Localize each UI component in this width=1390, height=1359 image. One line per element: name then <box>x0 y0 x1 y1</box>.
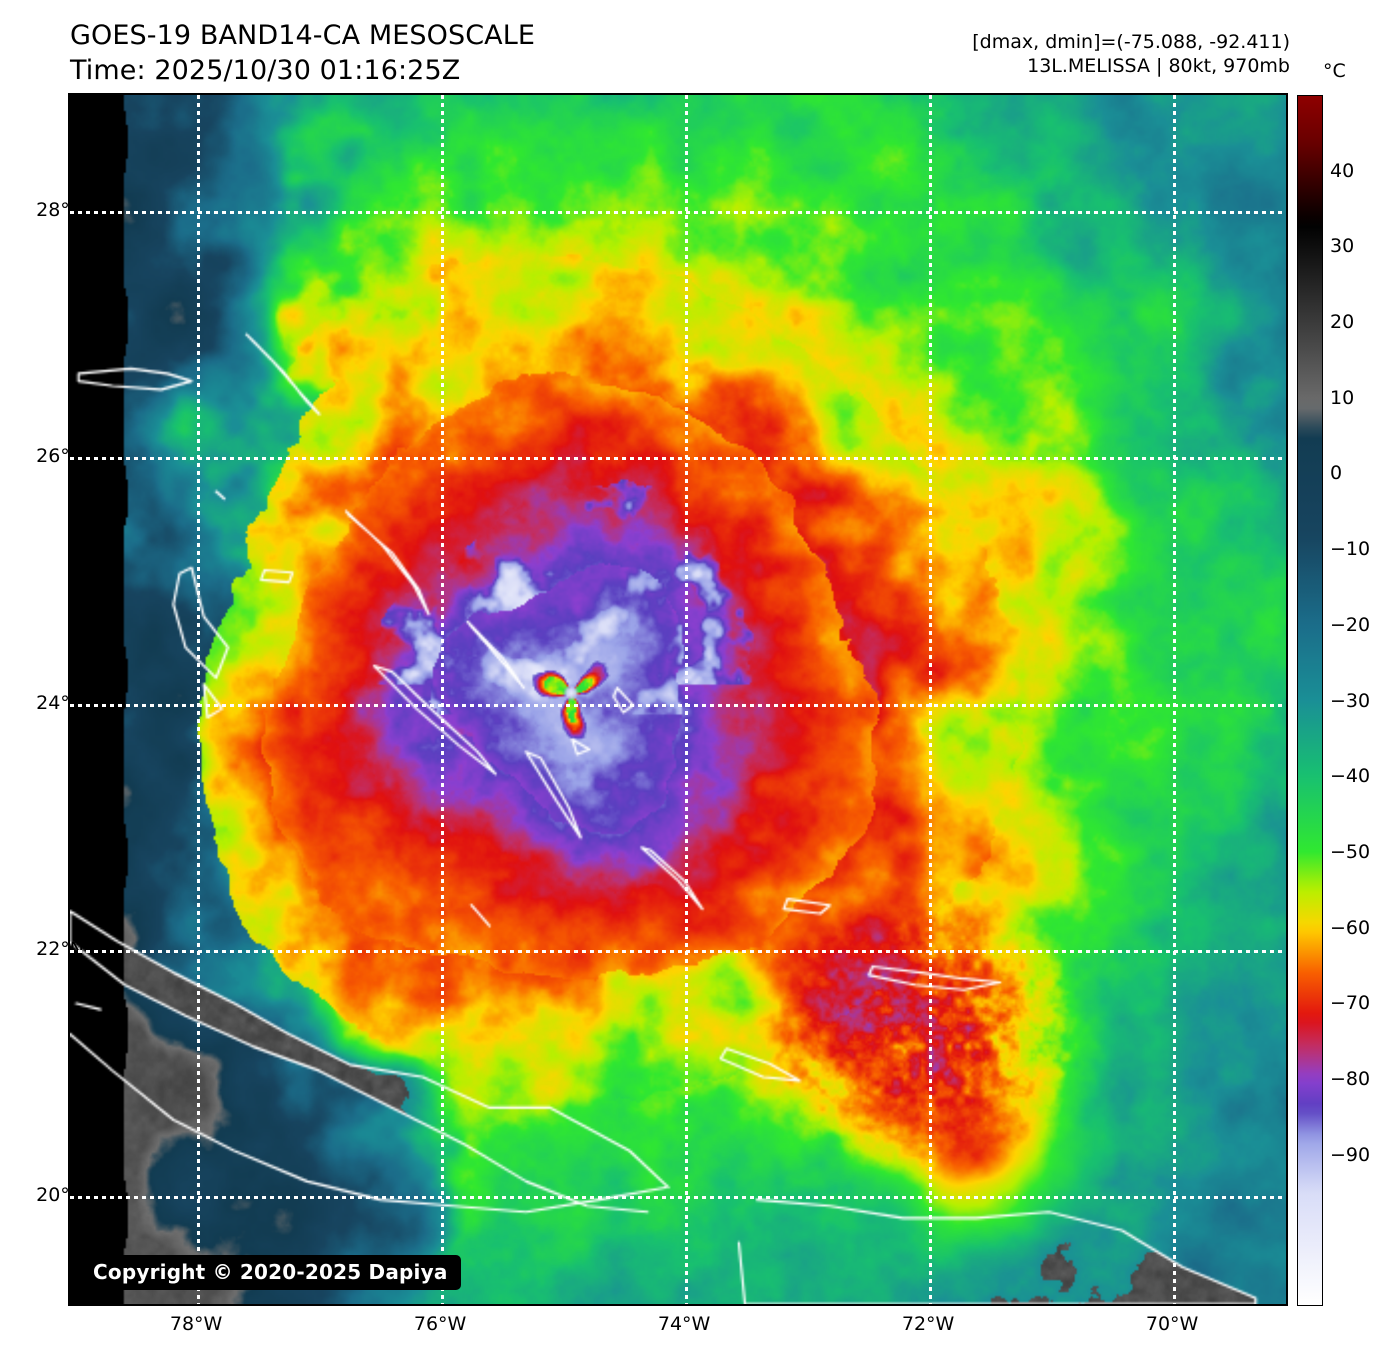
colorbar-tick-12: −80 <box>1330 1067 1371 1090</box>
colorbar-tick-13: −90 <box>1330 1143 1371 1166</box>
lon-tick-3: 72°W <box>901 1313 955 1335</box>
lat-tick-4: 20°N <box>36 1184 84 1207</box>
colorbar-tick-10: −60 <box>1330 916 1371 939</box>
lon-tick-4: 70°W <box>1145 1313 1199 1335</box>
colorbar-gradient <box>1298 96 1322 1305</box>
colorbar-tick-11: −70 <box>1330 992 1371 1015</box>
colorbar-tick-6: −20 <box>1330 613 1371 636</box>
timestamp-line: Time: 2025/10/30 01:16:25Z <box>70 55 461 87</box>
lon-tick-1: 76°W <box>413 1313 467 1335</box>
storm-info-label: 13L.MELISSA | 80kt, 970mb <box>1027 55 1290 78</box>
title-block: GOES-19 BAND14-CA MESOSCALE Time: 2025/1… <box>70 18 535 88</box>
colorbar-tick-0: 40 <box>1330 159 1355 182</box>
lon-tick-2: 74°W <box>657 1313 711 1335</box>
lat-tick-0: 28°N <box>36 198 84 221</box>
lat-tick-2: 24°N <box>36 691 84 714</box>
lon-tick-0: 78°W <box>169 1313 223 1335</box>
colorbar-unit-label: °C <box>1323 60 1346 82</box>
colorbar-tick-7: −30 <box>1330 689 1371 712</box>
colorbar-tick-4: 0 <box>1330 462 1343 485</box>
satellite-imagery-canvas <box>70 95 1286 1304</box>
lat-tick-3: 22°N <box>36 937 84 960</box>
colorbar-tick-5: −10 <box>1330 538 1371 561</box>
metadata-block: [dmax, dmin]=(-75.088, -92.411) 13L.MELI… <box>972 30 1290 79</box>
page-title: GOES-19 BAND14-CA MESOSCALE <box>70 20 536 51</box>
colorbar-tick-2: 20 <box>1330 311 1355 334</box>
colorbar-tick-1: 30 <box>1330 235 1355 258</box>
colorbar-tick-8: −40 <box>1330 765 1371 788</box>
colorbar <box>1297 95 1323 1306</box>
copyright-watermark: Copyright © 2020-2025 Dapiya <box>80 1255 461 1290</box>
colorbar-tick-9: −50 <box>1330 840 1371 863</box>
lat-tick-1: 26°N <box>36 445 84 468</box>
colorbar-tick-3: 10 <box>1330 386 1355 409</box>
satellite-map[interactable]: Copyright © 2020-2025 Dapiya <box>68 93 1288 1306</box>
dmax-dmin-label: [dmax, dmin]=(-75.088, -92.411) <box>972 31 1290 53</box>
